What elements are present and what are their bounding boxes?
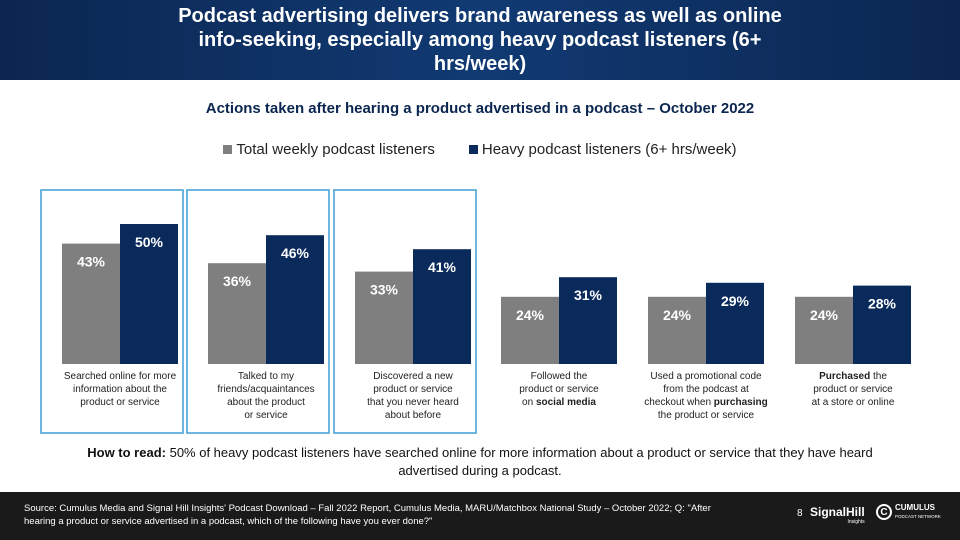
legend-item-heavy: Heavy podcast listeners (6+ hrs/week) [468,141,737,158]
category-label-0-line-1: information about the [73,384,167,395]
bar-total-3 [501,296,559,364]
how-to-read: How to read: 50% of heavy podcast listen… [60,444,900,480]
category-label-2-line-3: about before [385,410,442,421]
cumulus-logo-sub: PODCAST NETWORK [895,514,941,519]
legend-swatch-total [223,145,233,154]
bar-total-4 [648,296,706,364]
category-label-1-line-0: Talked to my [238,371,294,382]
category-label-4-line-3: the product or service [658,410,755,421]
data-label-heavy-1: 46% [281,245,310,261]
bar-chart: 43% 50% Searched online for more informatio… [40,189,911,434]
category-label-2-line-0: Discovered a new [373,371,453,382]
data-label-heavy-3: 31% [574,287,603,303]
category-label-5-line-1: product or service [813,384,893,395]
bar-heavy-2 [413,249,471,364]
highlight-box-1 [186,189,330,434]
category-label-1-line-1: friends/acquaintances [217,384,314,395]
bar-total-1 [208,263,266,364]
category-label-2-line-2: that you never heard [367,397,459,408]
bar-heavy-0 [120,224,178,364]
source-note: Source: Cumulus Media and Signal Hill In… [24,503,711,527]
header-banner: Podcast advertising delivers brand aware… [0,0,960,80]
cumulus-logo: C CUMULUS PODCAST NETWORK [876,503,941,521]
page-title: Podcast advertising delivers brand aware… [178,5,782,75]
signalhill-logo-sub: Insights [847,519,865,525]
highlight-box-0 [40,189,184,434]
category-label-0-line-0: Searched online for more [64,371,177,382]
legend-label-heavy: Heavy podcast listeners (6+ hrs/week) [481,141,737,158]
category-label-3-line-2: on social media [522,397,596,408]
data-label-total-0: 43% [77,254,106,270]
page-number: 8 [797,508,803,519]
data-label-total-4: 24% [663,307,692,323]
how-to-read-text: 50% of heavy podcast listeners have sear… [165,445,873,478]
highlight-box-2 [333,189,477,434]
data-label-heavy-5: 28% [868,296,897,312]
data-label-heavy-0: 50% [135,234,164,250]
category-label-2-line-1: product or service [373,384,453,395]
signalhill-logo: SignalHill Insights [810,505,865,525]
data-label-heavy-4: 29% [721,293,750,309]
bar-heavy-1 [266,235,324,364]
category-label-1-line-2: about the product [227,397,305,408]
category-label-4-line-2: checkout when purchasing [644,397,767,408]
data-label-total-5: 24% [810,307,839,323]
cumulus-logo-wordmark: CUMULUS PODCAST NETWORK [895,503,941,521]
bar-total-0 [62,243,120,364]
data-label-heavy-2: 41% [428,259,457,275]
category-label-4-line-1: from the podcast at [663,384,749,395]
chart-title: Actions taken after hearing a product ad… [205,100,755,117]
legend-swatch-heavy [468,145,478,154]
category-label-3-line-0: Followed the [531,371,588,382]
legend-label-total: Total weekly podcast listeners [236,141,435,158]
bar-heavy-4 [706,282,764,364]
category-label-0-line-2: product or service [80,397,160,408]
signalhill-logo-text: SignalHill [810,505,865,519]
data-label-total-2: 33% [370,282,399,298]
data-label-total-3: 24% [516,307,545,323]
category-label-4-line-0: Used a promotional code [650,371,762,382]
bar-heavy-3 [559,277,617,364]
bar-heavy-5 [853,285,911,364]
cumulus-logo-icon: C [876,504,892,520]
category-label-5-line-2: at a store or online [812,397,895,408]
footer: Source: Cumulus Media and Signal Hill In… [0,492,960,540]
bar-total-2 [355,271,413,364]
category-label-1-line-3: or service [244,410,288,421]
legend-item-total: Total weekly podcast listeners [223,141,435,158]
how-to-read-lead: How to read: [87,445,166,460]
category-label-3-line-1: product or service [519,384,599,395]
chart-legend: Total weekly podcast listeners Heavy pod… [0,141,960,158]
data-label-total-1: 36% [223,273,252,289]
cumulus-logo-text: CUMULUS [895,503,935,512]
bar-total-5 [795,296,853,364]
category-label-5-line-0: Purchased the [819,371,887,382]
